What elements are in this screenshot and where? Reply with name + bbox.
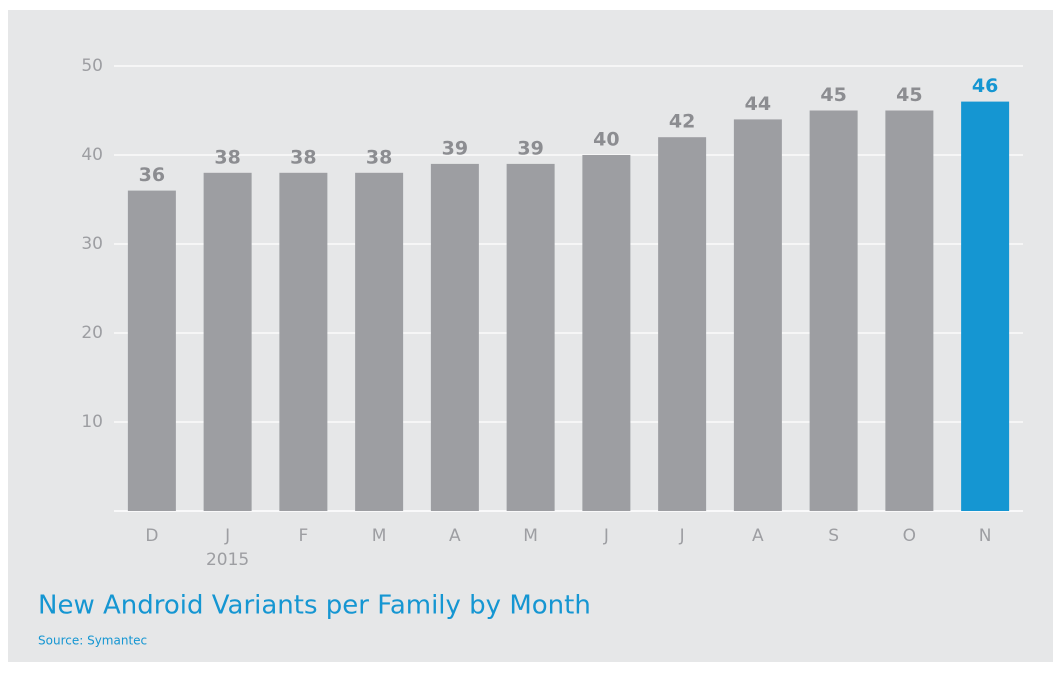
value-label: 42 bbox=[669, 111, 695, 133]
y-tick-label: 20 bbox=[81, 323, 103, 343]
x-tick-label: O bbox=[903, 526, 916, 546]
x-tick-label: M bbox=[372, 526, 387, 546]
x-tick-label: F bbox=[298, 526, 308, 546]
bar bbox=[127, 190, 176, 511]
bar bbox=[430, 163, 479, 511]
x-tick-label: D bbox=[145, 526, 158, 546]
x-tick-label: J bbox=[603, 526, 609, 546]
value-label: 46 bbox=[972, 75, 998, 97]
x-tick-label: A bbox=[752, 526, 764, 546]
value-label: 44 bbox=[745, 93, 771, 115]
value-label: 45 bbox=[896, 84, 922, 106]
source: Source: Symantec bbox=[38, 634, 147, 648]
y-tick-label: 10 bbox=[81, 412, 103, 432]
bar bbox=[279, 172, 328, 512]
value-label: 36 bbox=[139, 164, 165, 186]
bar bbox=[355, 172, 404, 512]
bar bbox=[809, 110, 858, 511]
chart-title: New Android Variants per Family by Month bbox=[38, 591, 591, 621]
y-tick-label: 40 bbox=[81, 145, 103, 165]
value-label: 39 bbox=[517, 137, 543, 159]
bar bbox=[203, 172, 252, 512]
y-tick-label: 50 bbox=[81, 56, 103, 76]
x-tick-label: S bbox=[828, 526, 839, 546]
x-tick-label: J bbox=[679, 526, 685, 546]
value-label: 38 bbox=[366, 146, 392, 168]
bar bbox=[885, 110, 934, 511]
x-tick-label: M bbox=[523, 526, 538, 546]
value-label: 38 bbox=[290, 146, 316, 168]
value-label: 40 bbox=[593, 129, 619, 151]
x-tick-label: J bbox=[224, 526, 230, 546]
bar bbox=[506, 163, 555, 511]
x-tick-label: A bbox=[449, 526, 461, 546]
y-tick-label: 30 bbox=[81, 234, 103, 254]
x-tick-label: N bbox=[979, 526, 992, 546]
bar bbox=[961, 101, 1010, 511]
value-label: 39 bbox=[442, 137, 468, 159]
bar bbox=[658, 137, 707, 511]
x-sublabel: 2015 bbox=[206, 550, 249, 570]
value-label: 45 bbox=[820, 84, 846, 106]
value-label: 38 bbox=[214, 146, 240, 168]
bar bbox=[582, 155, 631, 511]
bar bbox=[733, 119, 782, 512]
